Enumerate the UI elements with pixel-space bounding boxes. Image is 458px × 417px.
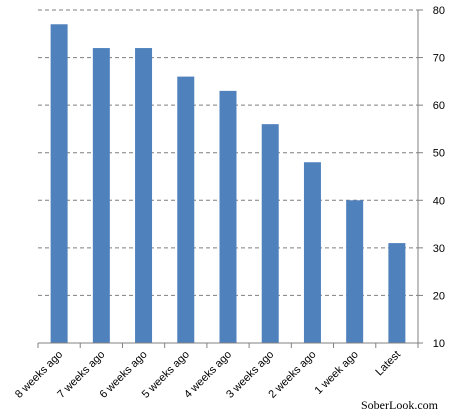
bar: [261, 124, 279, 344]
y-tick-label: 70: [433, 53, 445, 65]
y-tick-label: 40: [433, 195, 445, 207]
y-tick-label: 80: [433, 5, 445, 17]
bar: [388, 243, 406, 343]
y-tick-labels: 10 20 30 40 50 60 70 80: [433, 5, 445, 350]
bar: [219, 90, 237, 343]
bar: [50, 24, 68, 344]
watermark: SoberLook.com: [361, 398, 438, 412]
y-tick-label: 50: [433, 148, 445, 160]
bar: [303, 162, 321, 343]
y-tick-label: 10: [433, 338, 445, 350]
bars: [50, 24, 406, 344]
y-tick-label: 30: [433, 243, 445, 255]
y-tick-label: 60: [433, 100, 445, 112]
y-tick-label: 20: [433, 290, 445, 302]
axes: [37, 9, 423, 348]
bar: [177, 76, 195, 343]
x-tick-label: 1 week ago: [313, 349, 361, 397]
x-tick-label: Latest: [373, 349, 403, 379]
bar: [92, 48, 110, 344]
bar: [135, 48, 153, 344]
bar: [346, 200, 364, 343]
